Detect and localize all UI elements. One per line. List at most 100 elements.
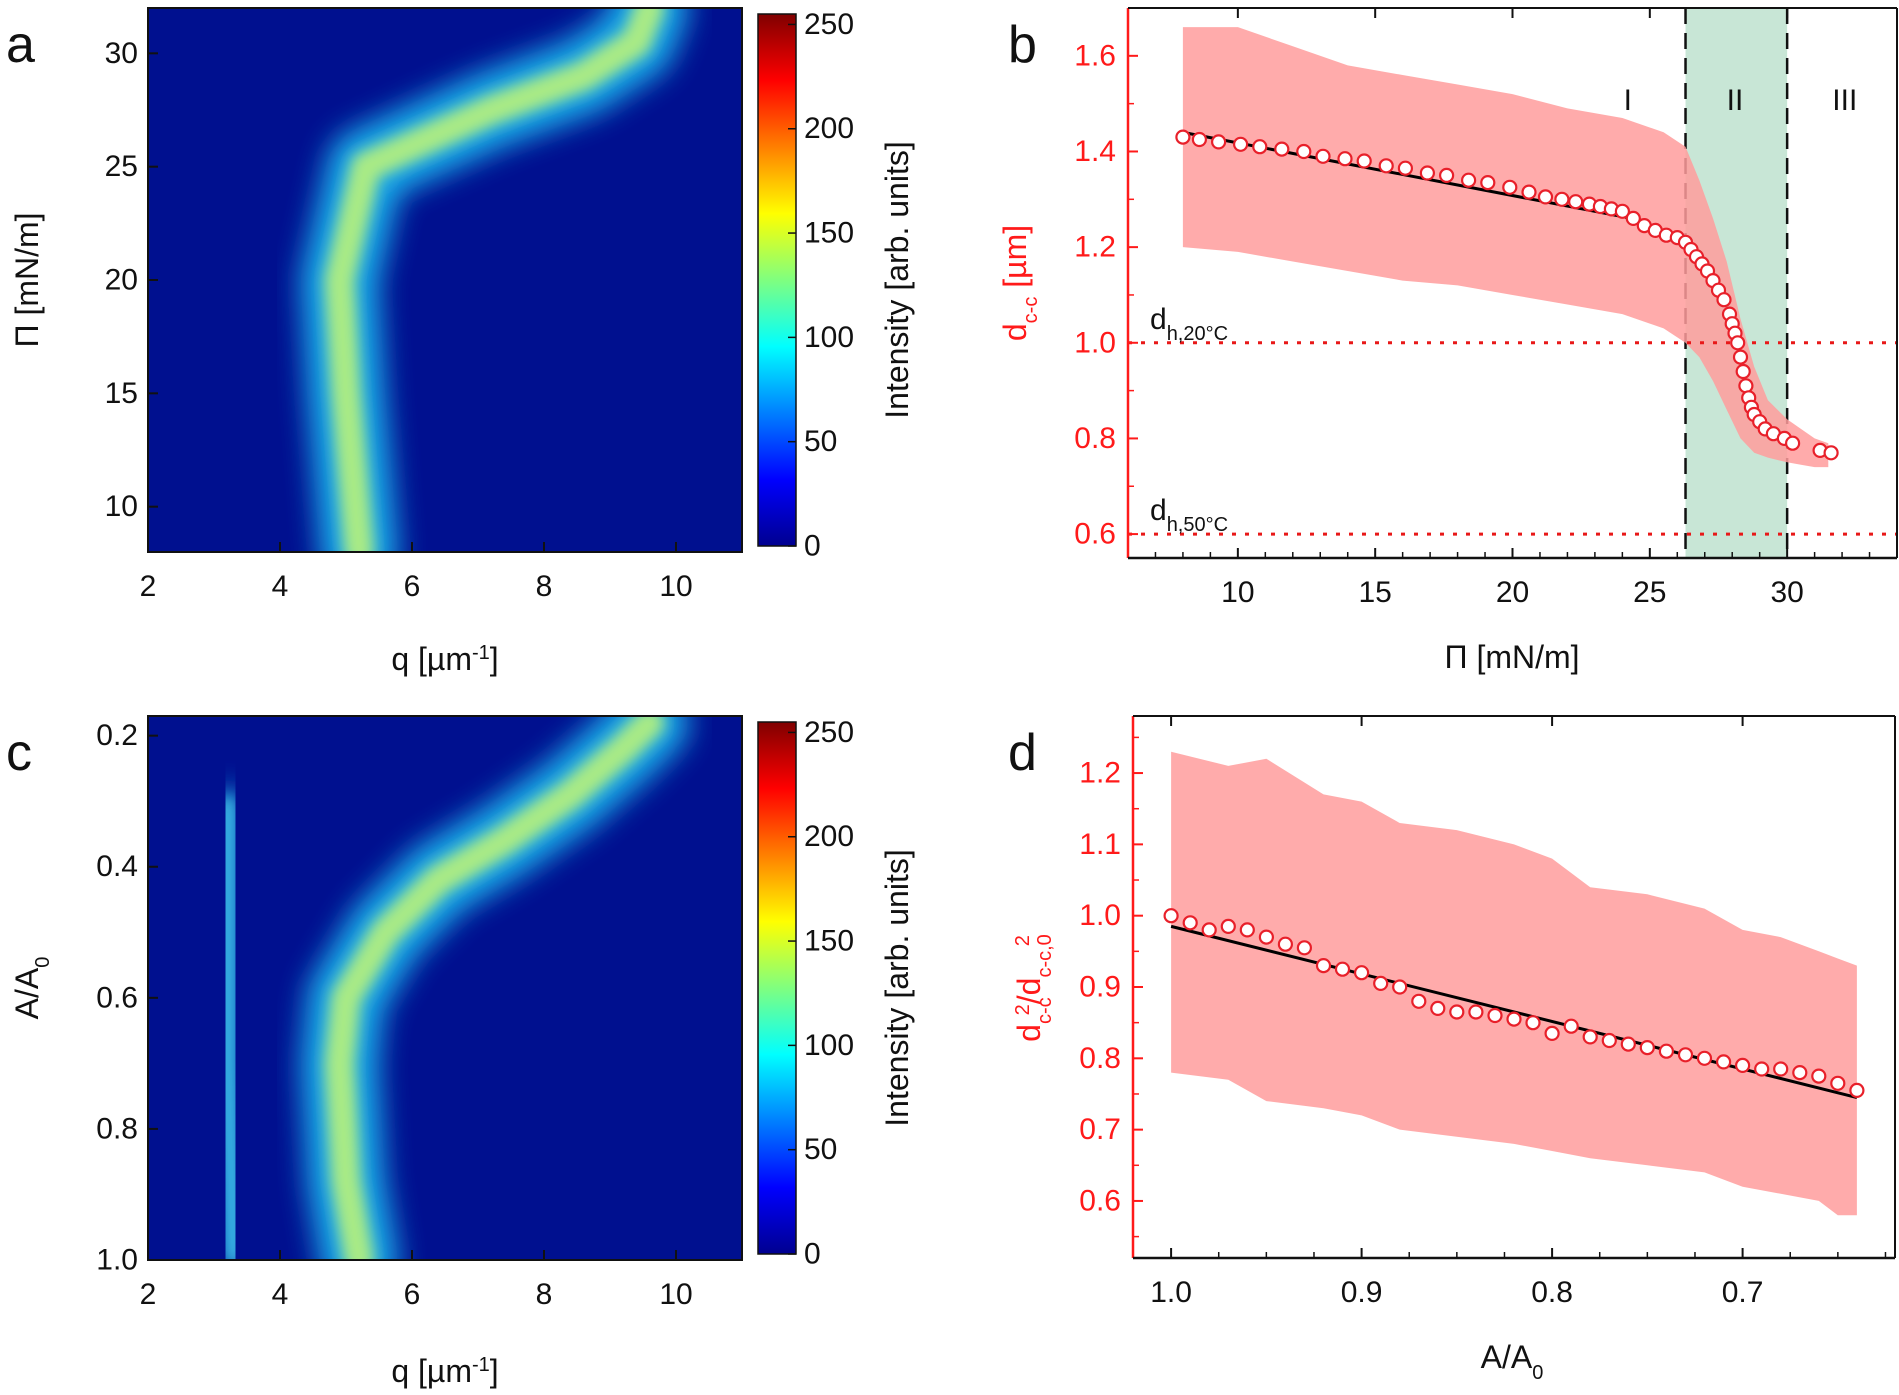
panel-b: b dh,20°Cdh,50°C I II III 10 15 20 25 30 0.60.…: [997, 7, 1898, 675]
data-point: [1487, 1007, 1503, 1024]
x-tick-label: 10: [659, 1278, 692, 1311]
x-tick-label: 6: [404, 1278, 421, 1311]
data-point: [1201, 922, 1217, 938]
x-tick-label: 10: [659, 570, 692, 603]
data-point: [1730, 335, 1746, 351]
data-point: [1620, 1036, 1636, 1052]
y-tick-label: 20: [105, 264, 138, 297]
data-point: [1419, 165, 1436, 181]
data-point: [1792, 1064, 1808, 1081]
chart-b-y-ticks: 0.6 0.8 1.0 1.2 1.4 1.6: [1074, 39, 1138, 551]
reference-line-label: dh,50°C: [1150, 494, 1228, 536]
data-point: [1480, 175, 1496, 191]
y-tick-label: 0.6: [1079, 1184, 1121, 1217]
panel-d: d 1.0 0.9 0.8 0.7 0.6 0.7 0.8 0.9 1.0 1.1 1.2 A/A…: [1008, 715, 1896, 1384]
heatmap-a-ridges: [214, 8, 689, 552]
data-point: [1696, 1050, 1713, 1066]
data-point: [1239, 922, 1255, 938]
panel-a: a 2 4 6 8 10 10 15 20 25 30 q [µm-1] Π [mN/m] 0 5…: [6, 7, 915, 677]
y-tick-label: 1.2: [1074, 231, 1116, 264]
x-tick-label: 2: [140, 1278, 157, 1311]
x-tick-label: 0.9: [1341, 1276, 1383, 1309]
data-point: [1468, 1004, 1484, 1020]
x-tick-label: 1.0: [1150, 1276, 1192, 1309]
chart-b-x-ticks: 10 15 20 25 30: [1154, 8, 1871, 609]
data-point: [1258, 929, 1275, 945]
data-point: [1296, 940, 1313, 956]
y-tick-label: 0.8: [96, 1112, 138, 1145]
colorbar-a-ticks: 0 50 100 150 200 250: [788, 8, 854, 563]
y-tick-label: 1.0: [96, 1244, 138, 1277]
data-point: [1175, 129, 1191, 145]
data-point: [1506, 1011, 1522, 1027]
data-point: [1784, 435, 1801, 451]
panel-label-b: b: [1008, 16, 1037, 74]
colorbar-a: [757, 13, 797, 547]
heatmap-ridge-core-outer: [324, 8, 665, 552]
colorbar-tick-label: 200: [804, 112, 854, 145]
data-point: [1677, 1047, 1694, 1063]
data-point: [1525, 1015, 1541, 1031]
x-tick-label: 10: [1221, 576, 1254, 609]
chart-d-y-label: dc-c2/dc-c,02: [1011, 934, 1056, 1042]
chart-d-y-ticks: 0.6 0.7 0.8 0.9 1.0 1.1 1.2: [1079, 736, 1143, 1238]
panel-label-d: d: [1008, 724, 1037, 782]
data-point: [1373, 975, 1389, 992]
data-point: [1163, 908, 1179, 924]
y-tick-label: 1.2: [1079, 757, 1121, 790]
y-tick-label: 0.6: [96, 981, 138, 1014]
data-point: [1614, 203, 1631, 219]
heatmap-c-x-label: q [µm-1]: [391, 1353, 498, 1389]
data-point: [1449, 1004, 1465, 1020]
data-point: [1716, 292, 1732, 308]
y-tick-label: 1.0: [1079, 899, 1121, 932]
y-tick-label: 1.1: [1079, 828, 1121, 861]
chart-b-x-label: Π [mN/m]: [1444, 639, 1579, 675]
data-point: [1537, 189, 1554, 205]
data-point: [1658, 1043, 1675, 1059]
data-point: [1220, 918, 1236, 935]
data-point: [1438, 167, 1455, 183]
data-point: [1353, 965, 1370, 981]
y-tick-label: 0.4: [96, 850, 138, 883]
y-tick-label: 10: [105, 490, 138, 523]
heatmap-c-y-ticks: 0.2 0.4 0.6 0.8 1.0: [96, 719, 158, 1277]
data-point: [1411, 993, 1427, 1009]
heatmap-a-x-ticks: 2 4 6 8 10: [140, 542, 693, 603]
y-tick-label: 1.6: [1074, 39, 1116, 72]
x-tick-label: 2: [140, 570, 157, 603]
y-tick-label: 0.2: [96, 719, 138, 752]
chart-b-reference-lines: dh,20°C dh,50°C: [1128, 303, 1897, 536]
x-tick-label: 0.8: [1531, 1276, 1573, 1309]
data-point: [1625, 210, 1641, 226]
data-point: [1397, 160, 1414, 176]
data-point: [1849, 1082, 1865, 1099]
chart-b-points: [1175, 129, 1839, 461]
chart-b-region-labels: I II III: [1624, 84, 1858, 117]
y-tick-label: 0.9: [1079, 971, 1121, 1004]
heatmap-a-x-label: q [µm-1]: [391, 641, 498, 677]
y-tick-label: 0.6: [1074, 518, 1116, 551]
colorbar-tick-label: 150: [804, 217, 854, 250]
data-point: [1378, 158, 1394, 174]
y-tick-label: 30: [105, 37, 138, 70]
data-point: [1210, 134, 1227, 150]
chart-d-error-band: [1171, 751, 1857, 1216]
chart-d-x-label: A/A0: [1481, 1339, 1544, 1384]
data-point: [1521, 184, 1537, 200]
y-tick-label: 15: [105, 377, 138, 410]
data-point: [1315, 957, 1332, 974]
region-label: III: [1832, 84, 1857, 117]
y-tick-label: 25: [105, 150, 138, 183]
x-tick-label: 30: [1770, 576, 1803, 609]
colorbar-tick-label: 0: [804, 530, 821, 563]
region-label: II: [1727, 84, 1744, 117]
colorbar-tick-label: 250: [804, 716, 854, 749]
colorbar-tick-label: 250: [804, 8, 854, 41]
data-point: [1392, 979, 1408, 995]
region-label: I: [1624, 84, 1632, 117]
data-point: [1773, 1061, 1789, 1077]
data-point: [1811, 1068, 1827, 1084]
data-point: [1554, 191, 1570, 207]
data-point: [1738, 378, 1754, 394]
